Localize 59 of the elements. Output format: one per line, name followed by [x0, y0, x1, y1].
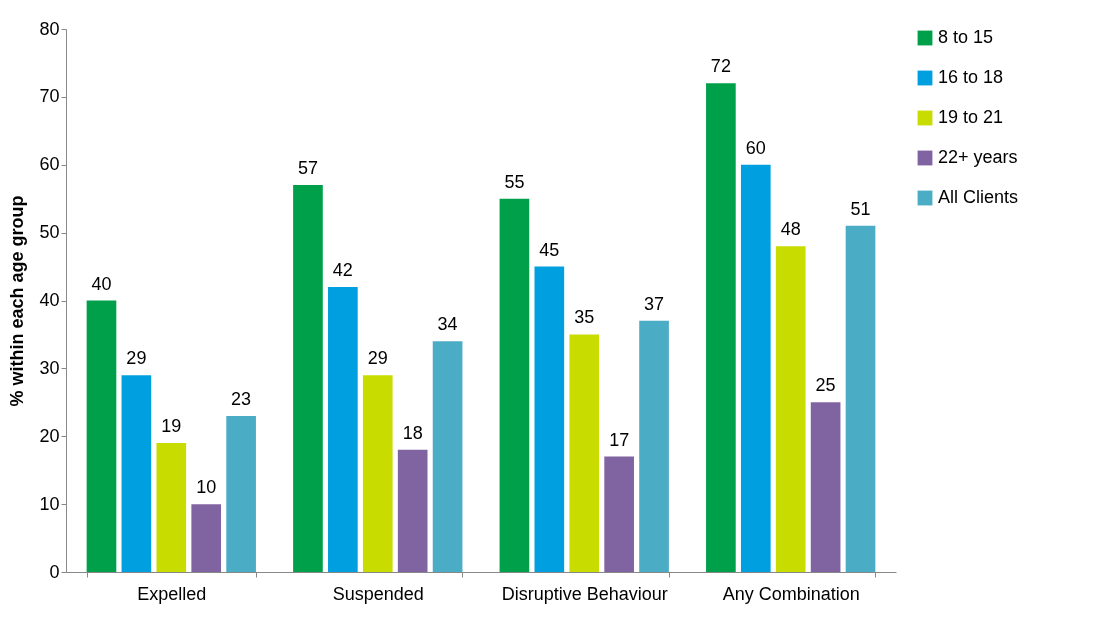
data-label: 40	[91, 273, 112, 294]
data-label: 60	[745, 137, 766, 158]
y-tick-label: 40	[39, 290, 60, 310]
bar	[639, 320, 669, 572]
legend-label: All Clients	[938, 187, 1019, 207]
y-axis-title: % within each age group	[7, 195, 28, 407]
legend-label: 16 to 18	[938, 67, 1004, 87]
bar	[845, 225, 876, 572]
y-tick-label: 60	[39, 154, 60, 175]
bar	[293, 185, 323, 572]
bar	[534, 266, 565, 572]
bar	[810, 402, 841, 572]
bar	[569, 334, 600, 572]
bar	[86, 300, 117, 572]
data-label: 72	[710, 56, 731, 77]
data-label: 48	[780, 219, 801, 240]
x-tick-label: Disruptive Behaviour	[501, 583, 668, 604]
data-label: 35	[574, 307, 595, 328]
y-tick-label: 50	[39, 222, 60, 243]
legend-label: 8 to 15	[938, 27, 994, 47]
data-label: 29	[126, 348, 147, 369]
data-label: 29	[367, 348, 388, 369]
data-label: 18	[402, 422, 423, 443]
y-tick-label: 10	[39, 493, 60, 514]
bar	[604, 456, 634, 572]
data-label: 34	[437, 314, 458, 335]
data-label: 10	[196, 477, 217, 498]
y-tick-label: 30	[39, 357, 60, 378]
data-label: 19	[161, 416, 182, 437]
x-tick-label: Expelled	[137, 583, 207, 604]
y-tick-label: 0	[49, 561, 60, 582]
y-tick-label: 70	[39, 86, 60, 107]
data-label: 17	[609, 429, 630, 450]
bar	[775, 246, 806, 572]
data-label: 45	[539, 239, 560, 260]
bar	[191, 504, 222, 572]
bar	[432, 341, 463, 572]
bar	[706, 83, 736, 572]
data-label: 25	[815, 375, 836, 396]
bar	[156, 443, 187, 572]
y-tick-label: 20	[39, 425, 60, 446]
data-label: 42	[332, 259, 353, 280]
bar	[226, 415, 256, 572]
data-label: 55	[504, 171, 525, 192]
bar	[740, 164, 771, 572]
data-label: 57	[297, 158, 318, 179]
bar	[362, 375, 393, 572]
data-label: 37	[644, 293, 665, 314]
legend-label: 22+ years	[938, 147, 1018, 167]
legend-label: 19 to 21	[938, 107, 1004, 127]
bar	[121, 375, 152, 572]
y-tick-label: 80	[39, 18, 60, 39]
x-tick-label: Any Combination	[722, 583, 860, 604]
data-label: 51	[850, 198, 871, 219]
bar	[397, 449, 428, 572]
x-tick-label: Suspended	[332, 583, 424, 604]
bar	[499, 198, 530, 572]
bar	[328, 286, 358, 572]
data-label: 23	[231, 388, 252, 409]
